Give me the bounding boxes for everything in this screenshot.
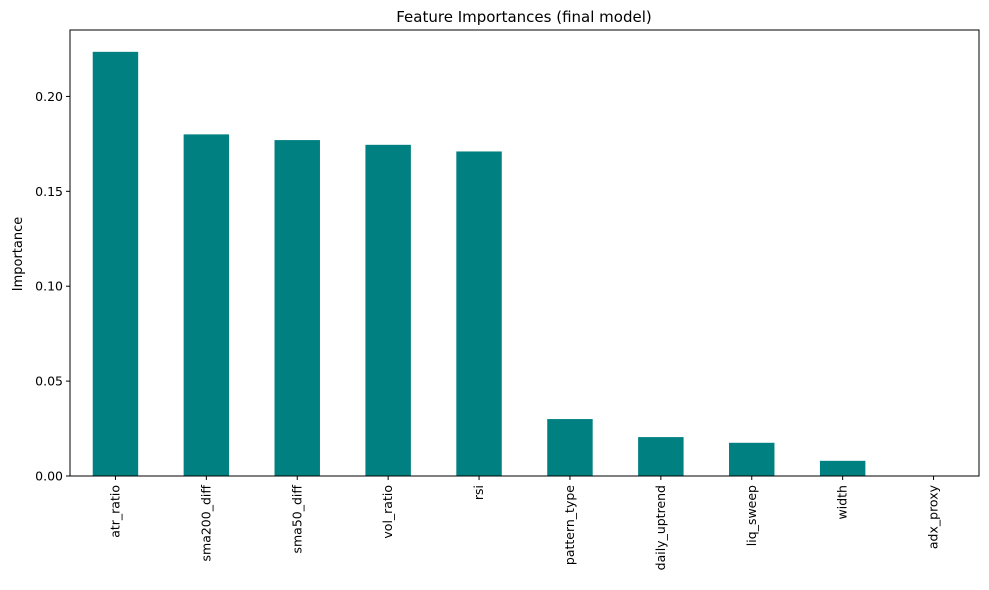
bar-pattern-type bbox=[547, 419, 593, 476]
x-tick-label: daily_uptrend bbox=[653, 485, 668, 570]
y-axis-title: Importance bbox=[11, 217, 26, 292]
bar-atr-ratio bbox=[92, 51, 139, 476]
x-tick-label: liq_sweep bbox=[744, 485, 759, 546]
bar-daily-uptrend bbox=[638, 437, 684, 476]
plot-area-frame bbox=[69, 29, 980, 477]
y-tick-label: 0.00 bbox=[35, 469, 63, 484]
chart-title: Feature Importances (final model) bbox=[396, 8, 651, 26]
x-tick-label: adx_proxy bbox=[926, 484, 941, 549]
bars-group bbox=[92, 51, 866, 476]
bar-sma50-diff bbox=[274, 140, 320, 476]
bar-liq-sweep bbox=[729, 442, 775, 476]
bar-width bbox=[819, 460, 866, 476]
x-tick-label: vol_ratio bbox=[380, 485, 395, 539]
bar-rsi bbox=[456, 151, 502, 476]
x-tick-label: sma50_diff bbox=[289, 485, 304, 554]
y-tick-label: 0.15 bbox=[35, 184, 63, 199]
bar-vol-ratio bbox=[365, 144, 411, 476]
y-tick-label: 0.20 bbox=[35, 89, 63, 104]
bar-sma200-diff bbox=[183, 134, 230, 476]
y-axis-ticks: 0.00 0.05 0.10 0.15 0.20 bbox=[35, 89, 70, 484]
y-tick-label: 0.05 bbox=[35, 374, 63, 389]
x-tick-label: rsi bbox=[471, 485, 486, 500]
x-tick-label: atr_ratio bbox=[107, 485, 122, 538]
x-tick-label: sma200_diff bbox=[198, 485, 213, 562]
x-tick-label: width bbox=[835, 485, 850, 519]
x-axis-ticks: atr_ratio sma200_diff sma50_diff vol_ratio r… bbox=[107, 476, 941, 570]
x-tick-label: pattern_type bbox=[562, 485, 577, 565]
y-tick-label: 0.10 bbox=[35, 279, 63, 294]
